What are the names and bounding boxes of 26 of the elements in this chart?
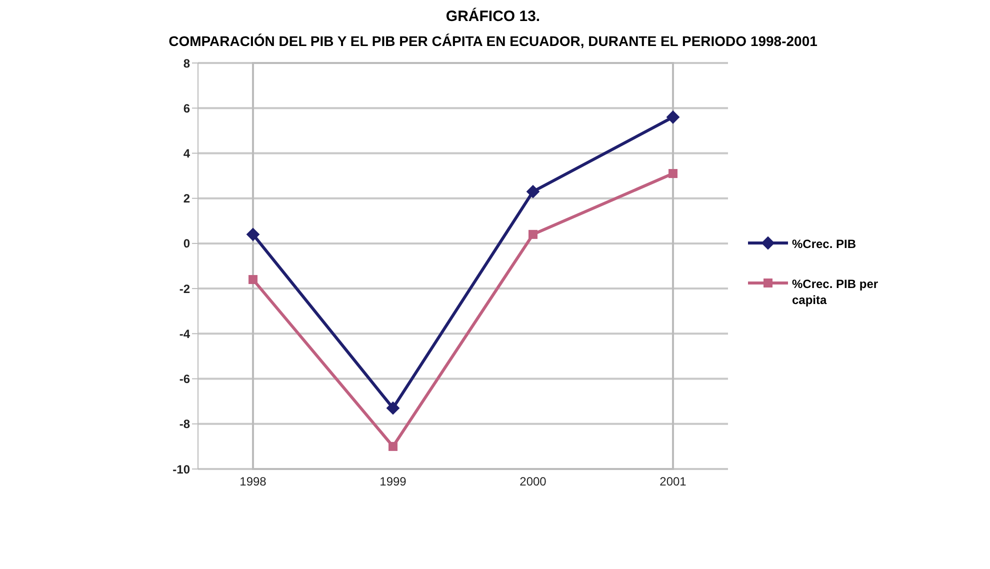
point [528,230,538,239]
point [386,402,400,415]
x-tick-label: 1999 [380,474,407,489]
y-tick-label: 2 [183,192,190,206]
x-tick-label: 2001 [660,474,687,489]
y-tick-label: -10 [172,462,190,476]
point [248,275,258,284]
y-tick-label: -6 [179,372,190,386]
y-tick-label: -4 [179,326,190,341]
point [388,442,398,451]
chart-subtitle: COMPARACIÓN DEL PIB Y EL PIB PER CÁPITA EN ECUADOR, DURANTE EL PERIODO 1998-2001 [168,33,818,49]
y-tick-label: 6 [183,101,190,116]
legend-label: %Crec. PIB per capita [792,276,880,308]
x-tick-label: 1998 [240,474,267,489]
y-tick-label: -8 [179,417,190,432]
x-tick-label: 2000 [520,474,547,489]
y-tick-label: 4 [183,146,190,160]
chart-title: GRÁFICO 13. [444,8,542,25]
y-tick-label: -2 [179,282,190,296]
point [526,185,540,198]
point [668,169,678,178]
point [666,110,680,124]
y-tick-label: 8 [183,56,190,70]
point [246,228,260,241]
y-tick-label: 0 [183,236,190,251]
legend-label: %Crec. PIB [792,236,858,252]
